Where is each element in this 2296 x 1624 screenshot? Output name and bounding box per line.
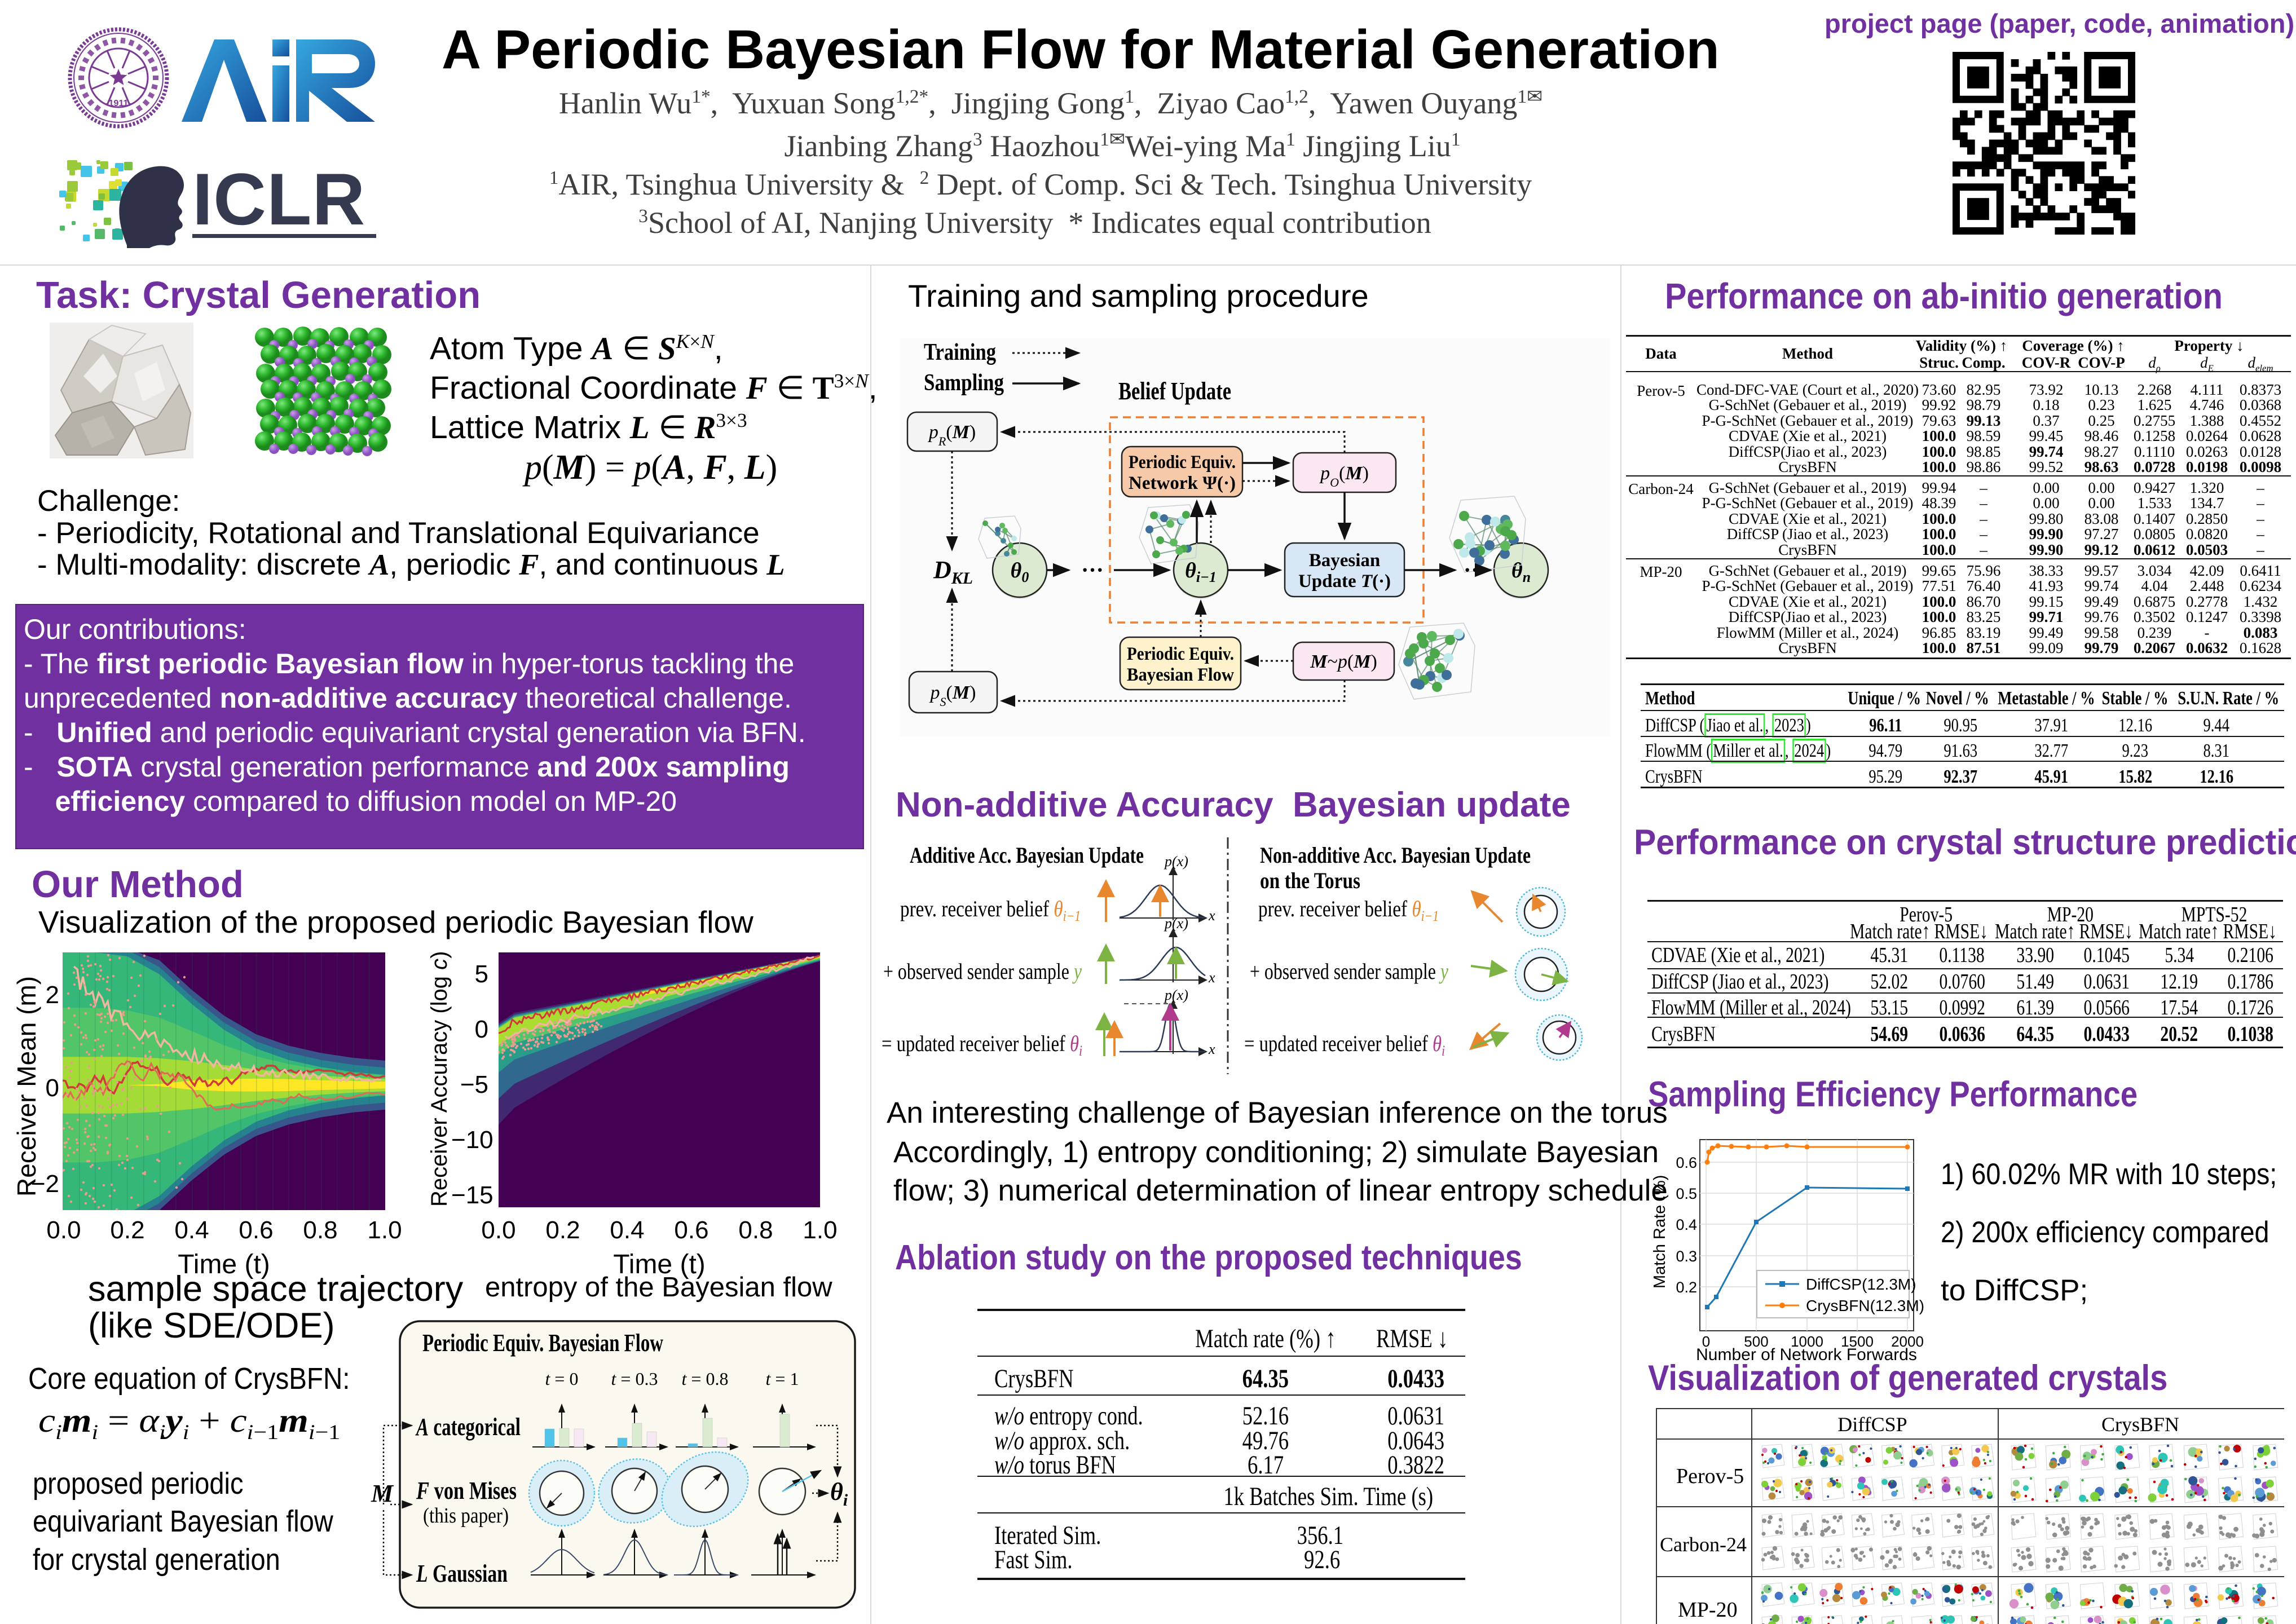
svg-text:= updated receiver belief θi: = updated receiver belief θi: [1244, 1031, 1445, 1059]
svg-text:ICLR: ICLR: [192, 158, 365, 240]
svg-text:p(x): p(x): [1164, 987, 1188, 1003]
svg-text:M: M: [371, 1480, 394, 1507]
svg-text:M~p(M): M~p(M): [1310, 651, 1377, 672]
svg-text:Update T(·): Update T(·): [1298, 571, 1391, 592]
svg-text:0: 0: [1702, 1333, 1710, 1350]
svg-text:t = 0.8: t = 0.8: [682, 1369, 729, 1389]
svg-text:Non-additive Acc. Bayesian Upd: Non-additive Acc. Bayesian Update: [1260, 842, 1531, 868]
svg-text:0.2: 0.2: [1676, 1279, 1697, 1296]
svg-text:0.4: 0.4: [1676, 1216, 1697, 1233]
svg-text:0.6: 0.6: [1676, 1154, 1697, 1171]
svg-text:+ observed sender sample y: + observed sender sample y: [883, 959, 1082, 984]
svg-text:A categorical: A categorical: [415, 1413, 521, 1441]
svg-text:500: 500: [1744, 1333, 1768, 1350]
svg-text:1000: 1000: [1791, 1333, 1823, 1350]
svg-text:Bayesian: Bayesian: [1309, 550, 1381, 571]
svg-text:Network Ψ(·): Network Ψ(·): [1129, 473, 1236, 493]
svg-text:F von Mises: F von Mises: [416, 1477, 517, 1504]
svg-text:···: ···: [1464, 557, 1486, 582]
svg-text:p(x): p(x): [1164, 853, 1188, 870]
svg-text:CrysBFN(12.3M): CrysBFN(12.3M): [1806, 1297, 1924, 1314]
svg-text:prev. receiver belief θi−1: prev. receiver belief θi−1: [1258, 896, 1439, 924]
svg-text:0.3: 0.3: [1676, 1248, 1697, 1265]
svg-text:prev. receiver belief θi−1: prev. receiver belief θi−1: [900, 896, 1081, 924]
svg-text:p(x): p(x): [1164, 915, 1188, 932]
svg-text:+ observed sender sample y: + observed sender sample y: [1250, 959, 1448, 984]
svg-text:···: ···: [1081, 557, 1104, 582]
svg-text:-1911-: -1911-: [105, 99, 131, 108]
svg-text:Number of Network Forwards: Number of Network Forwards: [1696, 1345, 1917, 1362]
svg-text:Periodic Equiv.: Periodic Equiv.: [1129, 452, 1236, 473]
svg-text:t = 0.3: t = 0.3: [611, 1369, 658, 1389]
svg-text:x: x: [1208, 1041, 1215, 1057]
svg-text:1500: 1500: [1841, 1333, 1874, 1350]
svg-text:Training: Training: [924, 339, 996, 365]
svg-text:= updated receiver belief θi: = updated receiver belief θi: [882, 1031, 1082, 1059]
svg-text:Periodic Equiv.: Periodic Equiv.: [1127, 644, 1234, 664]
svg-text:2000: 2000: [1891, 1333, 1924, 1350]
svg-text:t = 1: t = 1: [766, 1369, 799, 1389]
svg-text:0.5: 0.5: [1676, 1185, 1697, 1202]
svg-text:Additive Acc. Bayesian Update: Additive Acc. Bayesian Update: [910, 842, 1144, 868]
svg-text:DiffCSP(12.3M): DiffCSP(12.3M): [1806, 1276, 1916, 1293]
svg-text:Sampling: Sampling: [924, 370, 1004, 396]
svg-text:(this paper): (this paper): [423, 1504, 509, 1528]
svg-text:x: x: [1208, 907, 1215, 924]
svg-text:Match Rate (%): Match Rate (%): [1652, 1175, 1669, 1288]
svg-text:Periodic Equiv. Bayesian Flow: Periodic Equiv. Bayesian Flow: [422, 1329, 663, 1357]
svg-text:x: x: [1208, 969, 1215, 986]
svg-text:on the Torus: on the Torus: [1260, 868, 1360, 893]
svg-text:Belief Update: Belief Update: [1118, 377, 1231, 405]
svg-text:Bayesian Flow: Bayesian Flow: [1127, 665, 1234, 685]
svg-text:L Gaussian: L Gaussian: [416, 1560, 508, 1587]
svg-text:t = 0: t = 0: [545, 1369, 579, 1389]
